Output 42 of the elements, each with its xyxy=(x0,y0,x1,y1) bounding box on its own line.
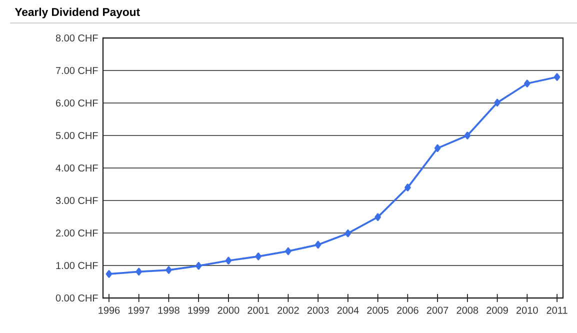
x-tick-label: 1996 xyxy=(98,306,120,314)
x-tick-label: 1999 xyxy=(188,306,210,314)
y-tick-label: 2.00 CHF xyxy=(56,229,98,237)
point xyxy=(225,256,232,264)
x-tick-label: 2000 xyxy=(218,306,240,314)
point xyxy=(554,73,560,81)
x-tick-label: 2010 xyxy=(516,306,538,314)
point xyxy=(524,80,530,88)
point xyxy=(106,270,112,278)
point xyxy=(255,252,262,260)
point xyxy=(404,184,411,192)
x-tick-label: 2006 xyxy=(397,306,418,314)
point xyxy=(464,132,471,140)
y-tick-label: 5.00 CHF xyxy=(56,132,98,140)
y-tick-label: 7.00 CHF xyxy=(56,66,98,74)
x-tick-label: 2005 xyxy=(367,306,389,314)
point xyxy=(136,268,142,276)
x-tick-label: 2001 xyxy=(248,306,269,314)
x-tick-label: 1998 xyxy=(158,306,180,314)
point xyxy=(374,213,381,221)
point xyxy=(285,247,292,256)
y-tick-label: 1.00 CHF xyxy=(56,262,98,270)
x-tick-label: 2002 xyxy=(278,306,299,314)
x-tick-label: 2011 xyxy=(546,306,568,314)
x-tick-label: 2007 xyxy=(426,306,448,314)
y-tick-label: 6.00 CHF xyxy=(56,99,98,107)
point xyxy=(314,240,322,249)
y-tick-label: 8.00 CHF xyxy=(56,34,98,42)
x-tick-label: 2004 xyxy=(337,306,359,314)
y-tick-label: 0.00 CHF xyxy=(56,294,98,302)
x-tick-label: 1997 xyxy=(128,306,150,314)
point xyxy=(434,144,441,152)
point xyxy=(494,98,500,107)
point xyxy=(195,262,202,270)
chart-title: Yearly Dividend Payout xyxy=(14,8,140,18)
y-tick-label: 4.00 CHF xyxy=(56,164,98,172)
x-tick-label: 2008 xyxy=(456,306,478,314)
point xyxy=(166,266,172,274)
y-tick-label: 3.00 CHF xyxy=(56,196,98,204)
point xyxy=(344,229,352,238)
x-tick-label: 2009 xyxy=(486,306,508,314)
x-tick-label: 2003 xyxy=(307,306,329,314)
